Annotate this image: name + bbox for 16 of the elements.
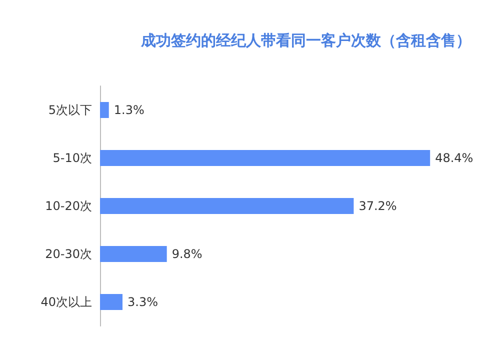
y-tick-label: 5-10次 [52,151,92,165]
chart-title: 成功签约的经纪人带看同一客户次数（含租含售） [140,32,471,50]
data-label: 37.2% [358,199,397,213]
data-label: 1.3% [114,103,144,117]
bar [100,150,430,166]
data-label: 48.4% [435,151,474,165]
bar [100,198,354,214]
y-tick-label: 10-20次 [45,199,92,213]
bar [100,246,167,262]
y-tick-label: 5次以下 [48,103,92,117]
data-label: 3.3% [128,295,158,309]
data-label: 9.8% [172,247,202,261]
bar [100,294,123,310]
y-tick-label: 20-30次 [45,247,92,261]
y-tick-label: 40次以上 [40,295,92,309]
bar [100,102,109,118]
